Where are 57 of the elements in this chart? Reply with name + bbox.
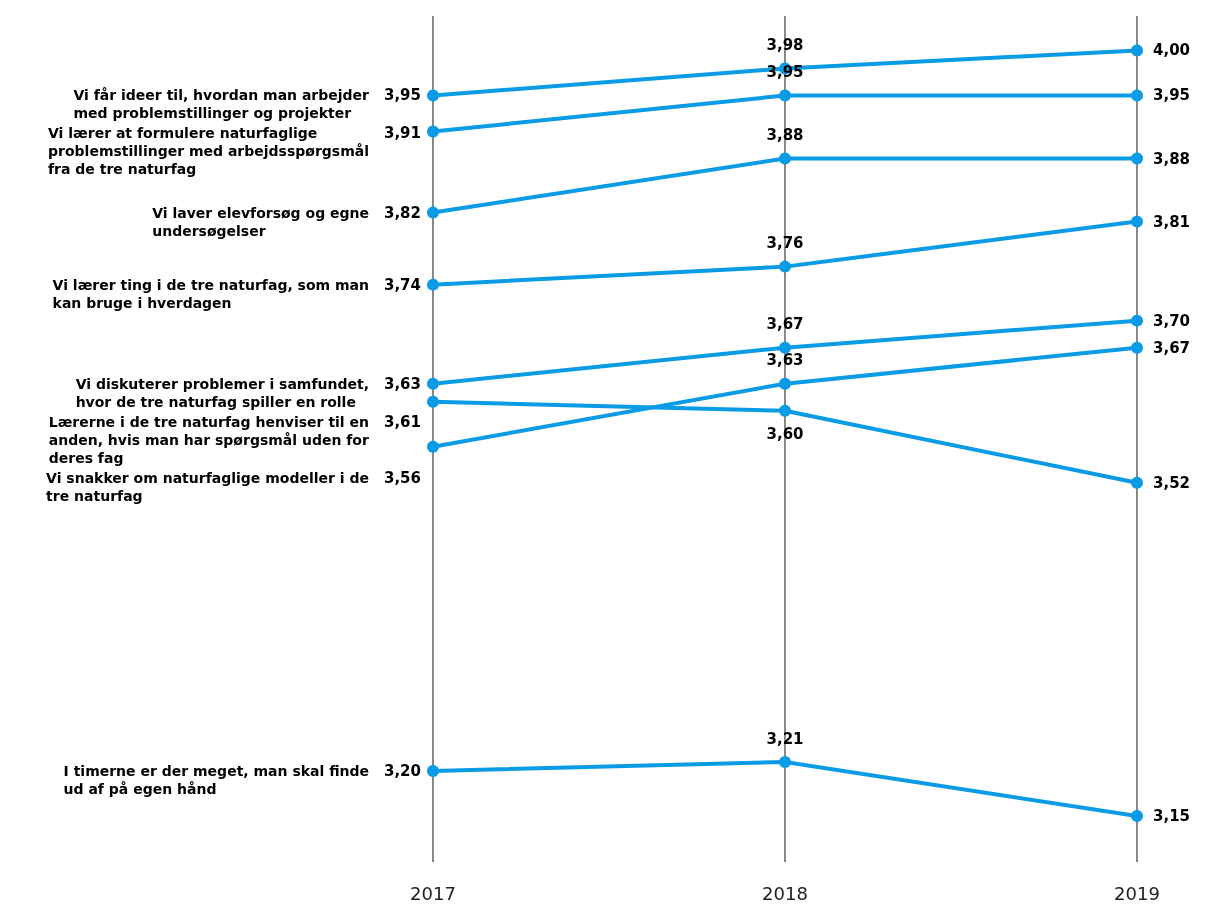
text: Vi får ideer til, hvordan man arbejder med problemstillinger og projekter — [73, 87, 370, 122]
data-label: 3,63 — [383, 374, 421, 393]
point — [1131, 44, 1143, 57]
point — [779, 89, 791, 102]
data-label: 3,95 — [1153, 86, 1191, 105]
point — [1131, 476, 1143, 489]
data-label: 3,21 — [766, 729, 804, 748]
point — [427, 89, 439, 102]
point — [779, 377, 791, 390]
point — [427, 377, 439, 390]
point — [779, 756, 791, 769]
data-label: 3,70 — [1153, 311, 1191, 330]
data-label: 3,95 — [383, 86, 421, 105]
data-label: 3,61 — [383, 412, 421, 431]
data-label: 3,88 — [766, 126, 804, 145]
point — [427, 278, 439, 291]
x-tick-label: 2019 — [1114, 882, 1160, 904]
text: Vi laver elevforsøg og egne undersøgelser — [152, 204, 370, 239]
data-label: 3,15 — [1153, 807, 1191, 826]
point — [779, 260, 791, 273]
point — [427, 395, 439, 408]
data-label: 3,67 — [766, 315, 804, 334]
data-label: 3,81 — [1153, 212, 1191, 231]
point — [1131, 810, 1143, 823]
text: Vi diskuterer problemer i samfundet, hvor de tre naturfag spiller en rolle — [75, 375, 369, 410]
x-tick-label: 2017 — [410, 882, 456, 904]
data-label: 3,20 — [383, 762, 421, 781]
data-label: 3,56 — [383, 468, 421, 487]
data-label: 3,63 — [766, 351, 804, 370]
data-label: 4,00 — [1153, 41, 1191, 60]
data-label: 3,88 — [1153, 149, 1191, 168]
data-label: 3,74 — [383, 275, 421, 294]
point — [427, 125, 439, 138]
text: Vi lærer ting i de tre naturfag, som man kan bruge i hverdagen — [52, 276, 369, 311]
text: Vi lærer at formulere naturfaglige problemstillinger med arbejdsspørgsmål fra de tre naturfag — [48, 125, 369, 178]
text: Vi snakker om naturfaglige modeller i de tre naturfag — [46, 469, 370, 504]
data-label: 3,60 — [766, 425, 804, 444]
point — [1131, 314, 1143, 327]
point — [779, 404, 791, 417]
text: I timerne er der meget, man skal finde ud af på egen hånd — [63, 763, 369, 798]
point — [427, 440, 439, 453]
data-label: 3,91 — [383, 124, 421, 143]
point — [427, 765, 439, 778]
point — [779, 341, 791, 354]
data-label: 3,52 — [1153, 473, 1191, 492]
text: Lærerne i de tre naturfag henviser til en anden, hvis man har spørgsmål uden for deres fag — [48, 413, 370, 466]
data-label: 3,67 — [1153, 338, 1191, 357]
point — [1131, 215, 1143, 228]
point — [779, 152, 791, 165]
data-label: 3,82 — [383, 203, 421, 222]
point — [1131, 89, 1143, 102]
point — [1131, 341, 1143, 354]
x-tick-label: 2018 — [762, 882, 808, 904]
data-label: 3,76 — [766, 234, 804, 253]
point — [427, 206, 439, 219]
data-label: 3,98 — [766, 35, 804, 54]
point — [1131, 152, 1143, 165]
